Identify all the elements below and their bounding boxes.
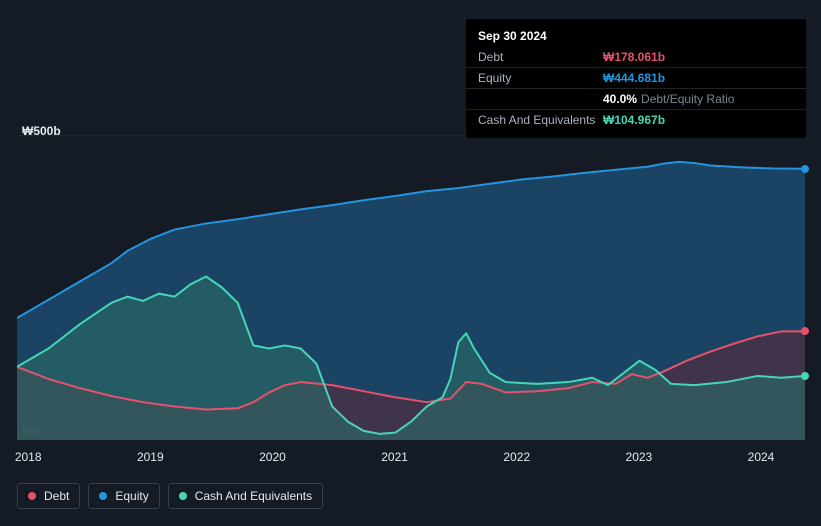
legend-dot xyxy=(28,492,36,500)
legend-label: Equity xyxy=(115,489,148,503)
x-tick: 2023 xyxy=(626,450,653,464)
tooltip-row-label: Equity xyxy=(478,69,603,87)
tooltip-row-value: ₩178.061b xyxy=(603,48,665,66)
tooltip-row-label xyxy=(478,90,603,108)
tooltip-row: Cash And Equivalents₩104.967b xyxy=(466,110,806,130)
tooltip-row-label: Cash And Equivalents xyxy=(478,111,603,129)
tooltip-row-sub: Debt/Equity Ratio xyxy=(641,90,734,108)
tooltip-row-value: 40.0% xyxy=(603,90,637,108)
legend-label: Debt xyxy=(44,489,69,503)
series-end-dot xyxy=(801,372,809,380)
tooltip-title: Sep 30 2024 xyxy=(466,27,806,47)
legend-item[interactable]: Equity xyxy=(88,483,159,509)
tooltip-row: 40.0%Debt/Equity Ratio xyxy=(466,89,806,110)
tooltip-row-label: Debt xyxy=(478,48,603,66)
legend-item[interactable]: Debt xyxy=(17,483,80,509)
legend-dot xyxy=(179,492,187,500)
tooltip-row: Debt₩178.061b xyxy=(466,47,806,68)
series-end-dot xyxy=(801,327,809,335)
x-tick: 2021 xyxy=(381,450,408,464)
x-tick: 2019 xyxy=(137,450,164,464)
tooltip-row: Equity₩444.681b xyxy=(466,68,806,89)
chart-legend: Debt Equity Cash And Equivalents xyxy=(17,483,323,509)
legend-item[interactable]: Cash And Equivalents xyxy=(168,483,323,509)
data-tooltip: Sep 30 2024 Debt₩178.061bEquity₩444.681b… xyxy=(466,19,806,138)
tooltip-row-value: ₩104.967b xyxy=(603,111,665,129)
legend-label: Cash And Equivalents xyxy=(195,489,312,503)
x-tick: 2024 xyxy=(748,450,775,464)
x-tick: 2020 xyxy=(259,450,286,464)
x-tick: 2018 xyxy=(15,450,42,464)
x-tick: 2022 xyxy=(503,450,530,464)
legend-dot xyxy=(99,492,107,500)
tooltip-row-value: ₩444.681b xyxy=(603,69,665,87)
series-end-dot xyxy=(801,165,809,173)
chart-plot xyxy=(17,135,805,440)
